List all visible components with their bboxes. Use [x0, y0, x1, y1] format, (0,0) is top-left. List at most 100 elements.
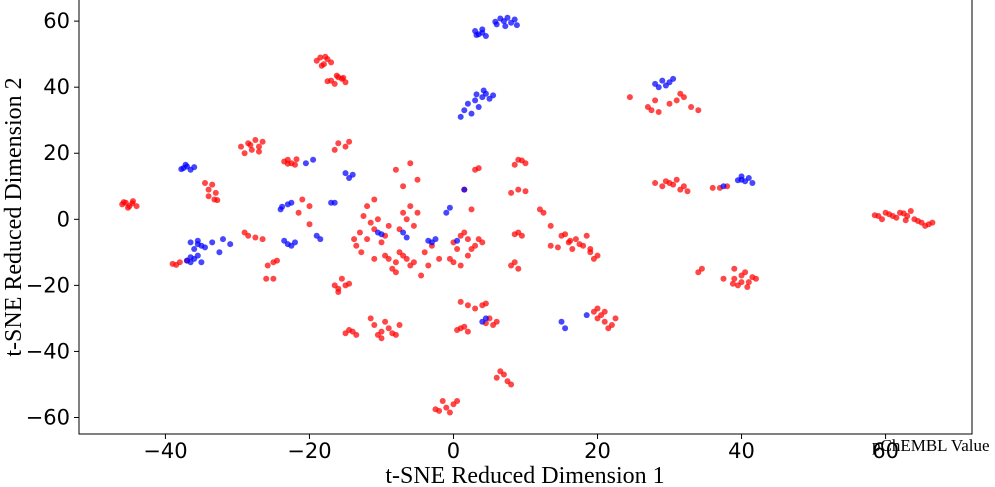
- data-point: [209, 181, 216, 188]
- data-point: [492, 18, 499, 25]
- data-point: [871, 212, 878, 219]
- data-point: [214, 197, 221, 204]
- data-point: [666, 100, 673, 107]
- data-point: [612, 315, 619, 322]
- data-point: [191, 164, 198, 171]
- data-point: [133, 203, 140, 210]
- data-point: [652, 180, 659, 186]
- data-point: [446, 409, 453, 416]
- data-point: [418, 272, 425, 279]
- data-point: [389, 330, 396, 337]
- data-point: [729, 280, 736, 287]
- data-point: [358, 249, 365, 256]
- data-point: [414, 176, 421, 183]
- data-point: [473, 32, 480, 38]
- data-point: [468, 206, 475, 213]
- data-point: [385, 325, 392, 332]
- data-point: [753, 275, 759, 282]
- data-point: [461, 186, 468, 193]
- data-point: [392, 166, 399, 173]
- data-point: [425, 262, 432, 269]
- data-point: [677, 186, 684, 193]
- data-point: [209, 239, 216, 246]
- data-point: [659, 183, 666, 190]
- data-point: [454, 237, 461, 244]
- data-point: [342, 143, 349, 150]
- data-point: [382, 318, 389, 325]
- data-point: [547, 242, 554, 249]
- data-point: [734, 177, 741, 184]
- data-point: [475, 104, 482, 110]
- data-point: [252, 137, 259, 143]
- data-point: [328, 59, 335, 66]
- data-point: [378, 335, 385, 342]
- data-point: [248, 146, 255, 153]
- data-point: [454, 327, 461, 333]
- data-point: [558, 318, 565, 325]
- data-point: [241, 229, 248, 236]
- data-point: [281, 237, 288, 244]
- data-point: [407, 203, 414, 210]
- data-point: [410, 222, 417, 229]
- data-point: [392, 269, 399, 276]
- data-point: [295, 209, 302, 216]
- data-point: [511, 259, 518, 266]
- data-point: [333, 72, 340, 79]
- data-point: [340, 74, 347, 81]
- data-point: [400, 183, 407, 190]
- data-point: [264, 262, 271, 269]
- data-point: [259, 236, 266, 243]
- data-point: [490, 322, 497, 328]
- data-point: [374, 216, 381, 223]
- data-point: [511, 16, 518, 23]
- data-point: [662, 82, 669, 89]
- y-tick-label: 60: [43, 9, 70, 33]
- x-tick-label: 0: [447, 439, 460, 463]
- data-point: [655, 109, 662, 115]
- x-tick-label: −40: [143, 439, 187, 463]
- data-point: [511, 231, 518, 238]
- data-point: [392, 259, 399, 266]
- data-point: [457, 298, 464, 305]
- data-point: [511, 161, 518, 168]
- data-point: [482, 315, 489, 322]
- data-point: [562, 325, 569, 332]
- data-point: [583, 312, 590, 319]
- data-point: [324, 78, 331, 85]
- data-point: [745, 175, 752, 181]
- data-point: [673, 97, 680, 104]
- data-point: [720, 275, 727, 282]
- data-point: [562, 231, 569, 238]
- data-points: [119, 14, 936, 416]
- data-point: [414, 209, 421, 216]
- data-point: [461, 107, 468, 114]
- data-point: [731, 265, 738, 272]
- data-point: [364, 203, 371, 210]
- data-point: [695, 269, 702, 276]
- data-point: [371, 255, 378, 262]
- data-point: [745, 279, 752, 286]
- data-point: [479, 239, 486, 246]
- data-point: [317, 54, 324, 61]
- data-point: [461, 323, 468, 330]
- data-point: [346, 138, 353, 145]
- data-point: [318, 62, 325, 69]
- data-point: [457, 113, 464, 120]
- data-point: [508, 381, 515, 388]
- data-point: [468, 110, 475, 117]
- data-point: [403, 234, 410, 241]
- data-point: [346, 175, 353, 181]
- data-point: [464, 328, 471, 335]
- data-point: [125, 204, 131, 211]
- data-point: [367, 219, 374, 226]
- data-point: [439, 398, 446, 404]
- data-point: [929, 219, 936, 226]
- data-point: [902, 217, 909, 224]
- data-point: [274, 257, 280, 264]
- data-point: [256, 143, 262, 150]
- data-point: [191, 246, 198, 252]
- data-point: [270, 275, 277, 282]
- data-point: [259, 138, 266, 145]
- data-point: [436, 255, 443, 262]
